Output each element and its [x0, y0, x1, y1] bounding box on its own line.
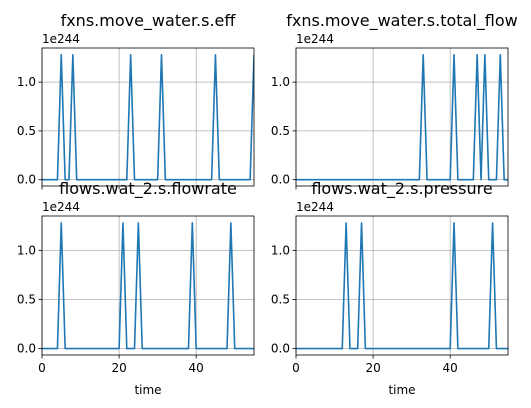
- y-tick-label: 1.0: [17, 75, 36, 89]
- series-line: [296, 54, 508, 181]
- y-tick-label: 1.0: [271, 243, 290, 257]
- y-tick-label: 0.5: [17, 124, 36, 138]
- scale-label: 1e244: [42, 200, 80, 214]
- y-tick-label: 1.0: [271, 75, 290, 89]
- subplot-title: flows.wat_2.s.pressure: [311, 179, 492, 199]
- subplot-4: 0 20 40 0.0 0.5 1.0 1e244flows.wat_2.s.pressur…: [271, 179, 509, 397]
- scale-label: 1e244: [296, 32, 334, 46]
- y-tick-label: 0.0: [271, 173, 290, 187]
- grid: [41, 216, 254, 355]
- y-tick-label: 0.5: [17, 292, 36, 306]
- y-tick-label: 0.0: [17, 173, 36, 187]
- grid: [295, 216, 508, 355]
- x-axis-label: time: [388, 383, 415, 397]
- axes-frame: [41, 47, 255, 187]
- subplot-2: 0.0 0.5 1.0 1e244fxns.move_water.s.total_fl…: [271, 11, 518, 190]
- x-tick-label: 0: [292, 361, 300, 375]
- axes-frame: [41, 215, 255, 356]
- axes-frame: [295, 47, 509, 187]
- y-tick-label: 0.5: [271, 124, 290, 138]
- series-line: [42, 222, 254, 350]
- x-tick-label: 0: [38, 361, 46, 375]
- x-tick-label: 40: [189, 361, 204, 375]
- x-tick-label: 20: [111, 361, 126, 375]
- axes-frame: [295, 215, 509, 356]
- subplot-title: flows.wat_2.s.flowrate: [59, 179, 237, 199]
- x-tick-label: 40: [443, 361, 458, 375]
- y-tick-label: 0.0: [271, 342, 290, 356]
- scale-label: 1e244: [296, 200, 334, 214]
- series-line: [296, 222, 508, 350]
- series-line: [42, 54, 254, 181]
- subplot-title: fxns.move_water.s.eff: [61, 11, 237, 31]
- y-tick-label: 0.5: [271, 292, 290, 306]
- scale-label: 1e244: [42, 32, 80, 46]
- y-tick-label: 1.0: [17, 243, 36, 257]
- y-tick-label: 0.0: [17, 342, 36, 356]
- subplot-3: 0 20 40 0.0 0.5 1.0 1e244flows.wat_2.s.flowrat…: [17, 179, 255, 397]
- subplot-title: fxns.move_water.s.total_flow: [286, 11, 518, 31]
- x-tick-label: 20: [365, 361, 380, 375]
- x-axis-label: time: [134, 383, 161, 397]
